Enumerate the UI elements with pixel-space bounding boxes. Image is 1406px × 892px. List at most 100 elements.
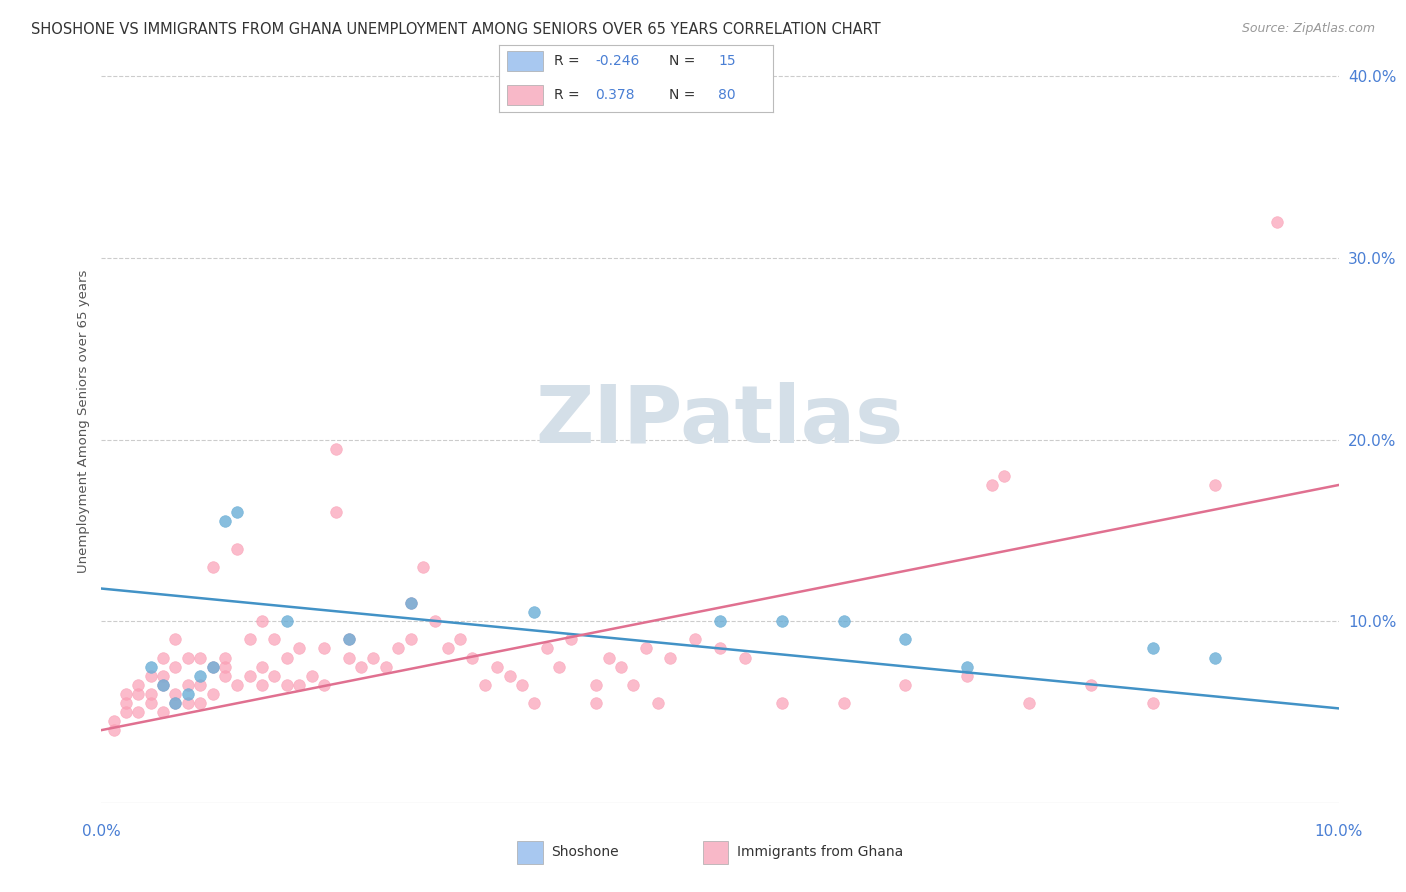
Point xyxy=(1204,478,1226,492)
Point xyxy=(177,696,200,710)
Point xyxy=(214,669,236,683)
Point xyxy=(399,596,422,610)
Point xyxy=(523,605,546,619)
Point xyxy=(449,632,471,647)
Point xyxy=(165,659,187,673)
Point xyxy=(127,678,149,692)
Point xyxy=(165,696,187,710)
Point xyxy=(621,678,644,692)
Point xyxy=(201,559,224,574)
Text: N =: N = xyxy=(669,87,700,102)
Point xyxy=(288,641,311,656)
Point xyxy=(115,687,138,701)
Point xyxy=(152,705,174,719)
Point xyxy=(226,678,249,692)
Point xyxy=(312,641,335,656)
Point xyxy=(523,696,546,710)
Point xyxy=(486,659,509,673)
Point xyxy=(139,669,162,683)
Point xyxy=(956,659,979,673)
Point xyxy=(412,559,434,574)
Point xyxy=(1018,696,1040,710)
Point xyxy=(165,696,187,710)
Point xyxy=(560,632,582,647)
Text: 15: 15 xyxy=(718,54,737,69)
Point xyxy=(461,650,484,665)
Point xyxy=(250,659,273,673)
Point xyxy=(276,650,298,665)
Text: ZIPatlas: ZIPatlas xyxy=(536,383,904,460)
Point xyxy=(276,614,298,628)
Point xyxy=(770,696,793,710)
Point xyxy=(250,614,273,628)
Point xyxy=(474,678,496,692)
Point xyxy=(188,678,211,692)
Point xyxy=(214,659,236,673)
Point xyxy=(510,678,533,692)
Point xyxy=(201,687,224,701)
Point xyxy=(536,641,558,656)
Point xyxy=(152,650,174,665)
Point xyxy=(548,659,571,673)
Point xyxy=(387,641,409,656)
Text: -0.246: -0.246 xyxy=(595,54,640,69)
Point xyxy=(1142,696,1164,710)
Point xyxy=(301,669,323,683)
Point xyxy=(981,478,1004,492)
Point xyxy=(201,659,224,673)
Point xyxy=(770,614,793,628)
Point xyxy=(709,641,731,656)
Text: 0.378: 0.378 xyxy=(595,87,634,102)
Point xyxy=(1080,678,1102,692)
Point xyxy=(263,669,285,683)
Point xyxy=(226,505,249,519)
Point xyxy=(647,696,669,710)
Point xyxy=(226,541,249,556)
Point xyxy=(250,678,273,692)
Point xyxy=(832,614,855,628)
Bar xyxy=(508,52,543,71)
Point xyxy=(425,614,447,628)
Point xyxy=(659,650,682,665)
Point xyxy=(139,696,162,710)
Point xyxy=(1204,650,1226,665)
Point xyxy=(165,632,187,647)
Point xyxy=(585,678,607,692)
Point xyxy=(610,659,633,673)
Bar xyxy=(703,841,728,864)
Point xyxy=(165,687,187,701)
Point xyxy=(312,678,335,692)
Y-axis label: Unemployment Among Seniors over 65 years: Unemployment Among Seniors over 65 years xyxy=(77,269,90,574)
Text: N =: N = xyxy=(669,54,700,69)
Point xyxy=(337,632,360,647)
Point xyxy=(201,659,224,673)
Point xyxy=(188,696,211,710)
Point xyxy=(115,705,138,719)
Point xyxy=(276,678,298,692)
Point xyxy=(993,469,1015,483)
Point xyxy=(325,442,347,456)
Point xyxy=(683,632,706,647)
Text: 10.0%: 10.0% xyxy=(1315,824,1362,838)
Point xyxy=(127,687,149,701)
Point xyxy=(709,614,731,628)
Point xyxy=(337,650,360,665)
Point xyxy=(498,669,520,683)
Bar xyxy=(508,85,543,104)
Point xyxy=(634,641,657,656)
Point xyxy=(399,596,422,610)
Point xyxy=(288,678,311,692)
Point xyxy=(374,659,396,673)
Point xyxy=(350,659,373,673)
Bar xyxy=(517,841,543,864)
Text: R =: R = xyxy=(554,87,588,102)
Point xyxy=(894,678,917,692)
Point xyxy=(177,678,200,692)
Point xyxy=(325,505,347,519)
Point xyxy=(239,632,262,647)
Text: Shoshone: Shoshone xyxy=(551,845,619,859)
Point xyxy=(585,696,607,710)
Text: Immigrants from Ghana: Immigrants from Ghana xyxy=(737,845,903,859)
Point xyxy=(152,678,174,692)
Point xyxy=(177,650,200,665)
